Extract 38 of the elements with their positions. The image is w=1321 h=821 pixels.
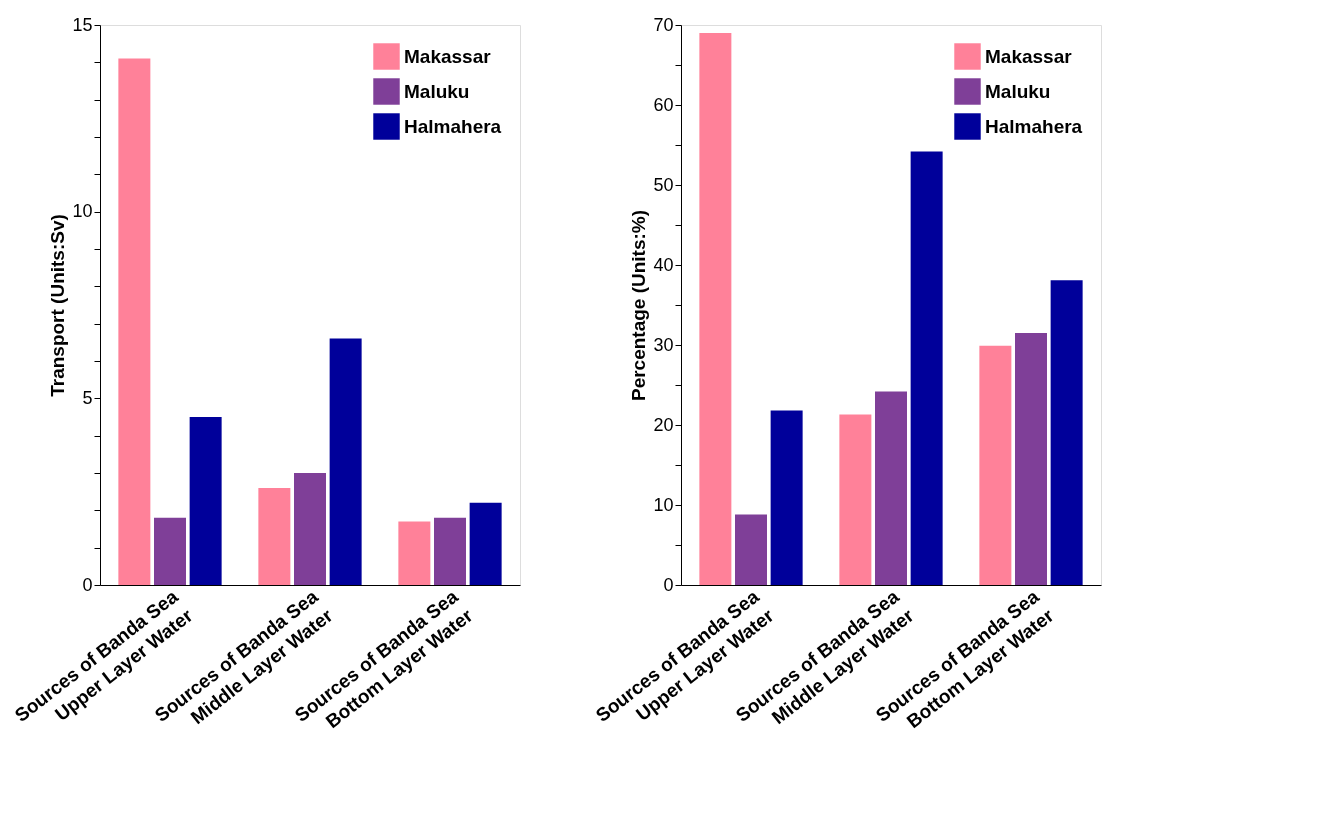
- y-tick-label: 0: [82, 574, 93, 595]
- legend-label: Maluku: [985, 80, 1051, 102]
- y-tick-label: 15: [72, 14, 93, 35]
- bar: [118, 58, 151, 585]
- bar: [770, 410, 803, 585]
- bar: [1050, 280, 1083, 585]
- bar: [329, 338, 362, 585]
- bar: [189, 417, 222, 585]
- y-tick-label: 60: [653, 94, 674, 115]
- bar: [979, 345, 1012, 585]
- legend-label: Halmahera: [404, 115, 502, 137]
- bar: [910, 151, 943, 585]
- bar: [1015, 333, 1047, 585]
- bar: [294, 473, 326, 585]
- y-tick-label: 10: [72, 201, 93, 222]
- y-tick-label: 20: [653, 414, 674, 435]
- bar: [154, 517, 186, 585]
- y-tick-label: 70: [653, 14, 674, 35]
- y-axis-title: Transport (Units:Sv): [47, 214, 69, 397]
- y-tick-label: 0: [663, 574, 674, 595]
- bar: [398, 521, 431, 585]
- legend-label: Halmahera: [985, 115, 1083, 137]
- legend-label: Makassar: [985, 45, 1073, 67]
- legend-label: Makassar: [404, 45, 492, 67]
- bar: [699, 33, 732, 585]
- y-tick-label: 50: [653, 174, 674, 195]
- bar: [735, 514, 767, 585]
- y-tick-label: 10: [653, 494, 674, 515]
- bar: [258, 487, 291, 585]
- y-tick-label: 5: [82, 387, 93, 408]
- y-tick-label: 30: [653, 334, 674, 355]
- y-tick-label: 40: [653, 254, 674, 275]
- bar: [875, 391, 907, 585]
- bar: [839, 414, 872, 585]
- bar: [434, 517, 466, 585]
- y-axis-title: Percentage (Units:%): [628, 209, 650, 402]
- legend-label: Maluku: [404, 80, 470, 102]
- bar: [469, 502, 502, 585]
